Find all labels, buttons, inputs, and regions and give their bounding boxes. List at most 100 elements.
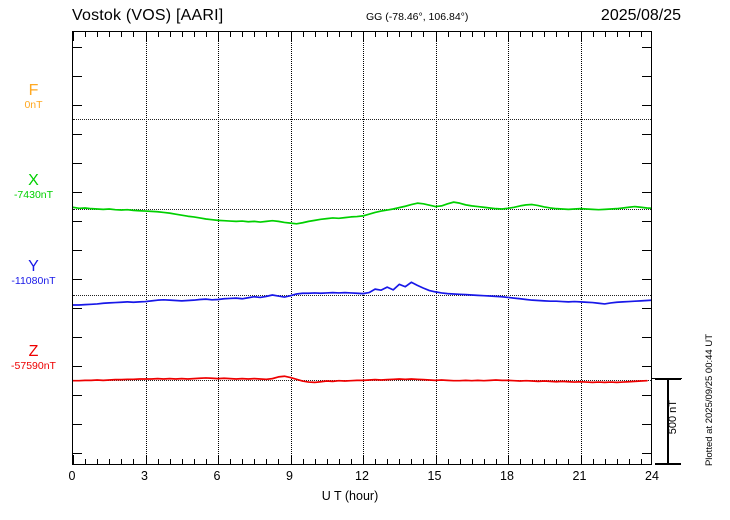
component-baseline-value-x: -7430nT (13, 189, 54, 201)
x-tick-label-0: 0 (68, 469, 76, 483)
xtick-top-19 (532, 32, 534, 37)
x-tick-label-24: 24 (645, 469, 659, 483)
xtick-top-4 (169, 32, 171, 37)
ytick-right-421 (642, 452, 651, 454)
xtick-top-22.5 (616, 32, 618, 37)
xtick-bot-16.5 (471, 459, 473, 464)
baseline-f (73, 119, 651, 120)
xtick-bot-19 (532, 459, 534, 464)
xtick-top-9 (290, 32, 292, 41)
xtick-top-16 (459, 32, 461, 37)
ytick-left-334 (73, 365, 82, 367)
xtick-bot-10.5 (326, 459, 328, 464)
xtick-bot-13 (387, 459, 389, 464)
xtick-top-16.5 (471, 32, 473, 37)
xtick-top-14.5 (423, 32, 425, 37)
xtick-top-4.5 (181, 32, 183, 37)
xtick-bot-2.5 (133, 459, 135, 464)
component-baseline-value-f: 0nT (24, 99, 43, 111)
xtick-top-6.5 (230, 32, 232, 37)
page-title: Vostok (VOS) [AARI] (72, 7, 224, 24)
plotted-timestamp: Plotted at 2025/09/25 00:44 UT (704, 334, 715, 467)
xtick-top-18.5 (520, 32, 522, 37)
xtick-top-0.5 (85, 32, 87, 37)
component-label-x: X -7430nT (0, 172, 67, 202)
xtick-top-11.5 (350, 32, 352, 37)
ytick-right-131 (642, 162, 651, 164)
xtick-bot-20 (556, 459, 558, 464)
xtick-top-8.5 (278, 32, 280, 37)
xtick-bot-8.5 (278, 459, 280, 464)
xtick-bot-22.5 (616, 459, 618, 464)
component-baseline-value-z: -57590nT (11, 360, 56, 372)
ytick-right-189 (642, 220, 651, 222)
component-label-z: Z -57590nT (0, 343, 67, 373)
x-tick-label-9: 9 (286, 469, 293, 483)
xtick-top-7 (242, 32, 244, 37)
xtick-top-11 (338, 32, 340, 37)
xtick-bot-18.5 (520, 459, 522, 464)
xtick-top-20.5 (568, 32, 570, 37)
xtick-top-3.5 (157, 32, 159, 37)
ytick-left-305 (73, 336, 82, 338)
ytick-left-218 (73, 249, 82, 251)
ytick-right-15 (642, 46, 651, 48)
xtick-bot-2 (121, 459, 123, 464)
xtick-bot-0 (73, 455, 74, 464)
ytick-left-276 (73, 307, 82, 309)
gridline-vertical-9h (290, 32, 292, 464)
xtick-bot-11 (338, 459, 340, 464)
xtick-top-21 (580, 32, 582, 41)
xtick-bot-3 (145, 455, 147, 464)
xtick-top-12.5 (375, 32, 377, 37)
xtick-bot-7.5 (254, 459, 256, 464)
ytick-right-218 (642, 249, 651, 251)
xtick-top-17.5 (495, 32, 497, 37)
x-axis-label-text: U T (hour) (321, 489, 379, 503)
xtick-top-7.5 (254, 32, 256, 37)
xtick-bot-21 (580, 455, 582, 464)
scale-bar (667, 379, 669, 464)
xtick-top-1.5 (109, 32, 111, 37)
xtick-top-13.5 (399, 32, 401, 37)
component-baseline-value-y: -11080nT (11, 275, 56, 287)
ytick-right-392 (642, 423, 651, 425)
xtick-bot-0.5 (85, 459, 87, 464)
gridline-vertical-3h (145, 32, 147, 464)
xtick-bot-8 (266, 459, 268, 464)
xtick-bot-9 (290, 455, 292, 464)
xtick-bot-21.5 (592, 459, 594, 464)
x-tick-label-21: 21 (572, 469, 587, 483)
ytick-right-276 (642, 307, 651, 309)
xtick-bot-15.5 (447, 459, 449, 464)
ytick-left-73 (73, 104, 82, 106)
xtick-top-10.5 (326, 32, 328, 37)
xtick-bot-14.5 (423, 459, 425, 464)
observation-date: 2025/08/25 (600, 7, 681, 24)
x-axis-label: U T (hour) (0, 489, 730, 503)
xtick-bot-16 (459, 459, 461, 464)
xtick-bot-20.5 (568, 459, 570, 464)
magnetogram-plot-area (72, 31, 652, 465)
xtick-bot-4.5 (181, 459, 183, 464)
ytick-left-247 (73, 278, 82, 280)
ytick-left-363 (73, 394, 82, 396)
xtick-bot-7 (242, 459, 244, 464)
x-tick-label-6: 6 (213, 469, 221, 483)
ytick-right-334 (642, 365, 651, 367)
ytick-left-102 (73, 133, 82, 135)
xtick-bot-5 (193, 459, 195, 464)
xtick-bot-18 (508, 455, 509, 464)
ytick-right-44 (642, 75, 651, 77)
xtick-top-12 (363, 32, 364, 41)
ytick-left-15 (73, 46, 82, 48)
xtick-top-13 (387, 32, 389, 37)
xtick-bot-9.5 (302, 459, 304, 464)
xtick-bot-4 (169, 459, 171, 464)
xtick-bot-22 (604, 459, 606, 464)
xtick-top-14 (411, 32, 413, 37)
scale-bar-bottom-cap (655, 463, 681, 465)
x-tick-label-3: 3 (141, 469, 148, 483)
xtick-bot-1 (97, 459, 99, 464)
geographic-coordinates: GG (-78.46°, 106.84°) (366, 11, 469, 23)
